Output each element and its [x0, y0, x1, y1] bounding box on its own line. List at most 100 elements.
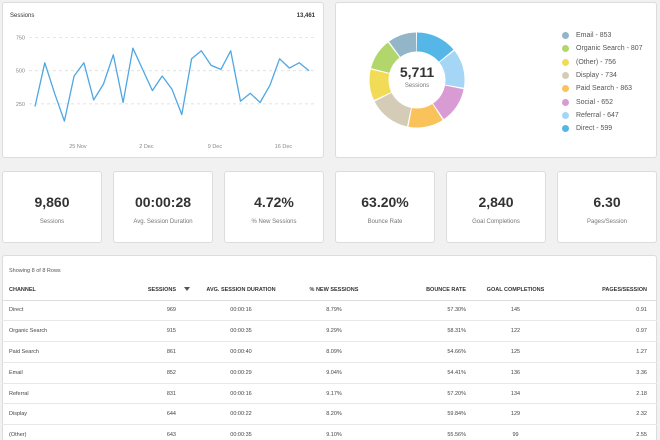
cell-channel: (Other) — [2, 424, 130, 440]
cell-new-sessions: 8.79% — [284, 300, 384, 322]
table-row: Email 852 00:00:29 9.04% 54.41% 136 3.36 — [2, 362, 657, 384]
cell-spacer — [176, 320, 198, 343]
kpi-value: 6.30 — [593, 194, 621, 210]
table-row: Paid Search 861 00:00:40 8.09% 54.66% 12… — [2, 341, 657, 363]
cell-bounce-rate: 57.20% — [384, 383, 466, 405]
kpi-goal-completions: 2,840 Goal Completions — [446, 171, 546, 243]
cell-bounce-rate: 54.66% — [384, 341, 466, 363]
legend-item: Referral - 647 — [562, 109, 643, 122]
x-tick-label: 2 Dec — [139, 144, 154, 150]
kpi-new-sessions: 4.72% % New Sessions — [224, 171, 324, 243]
sort-desc-icon[interactable] — [176, 280, 198, 301]
cell-channel: Direct — [2, 300, 130, 322]
legend-dot — [562, 111, 569, 119]
cell-avg-session-duration: 00:00:16 — [198, 383, 284, 405]
cell-goal-completions: 134 — [466, 383, 565, 405]
y-tick-label: 750 — [16, 36, 25, 42]
cell-new-sessions: 8.20% — [284, 403, 384, 426]
kpi-value: 00:00:28 — [134, 194, 192, 210]
donut-slice — [369, 32, 465, 128]
legend-item: Direct - 599 — [562, 122, 643, 135]
x-tick-label: 25 Nov — [69, 144, 87, 150]
cell-sessions: 643 — [130, 424, 176, 440]
cell-spacer — [176, 300, 198, 322]
legend-dot — [562, 32, 569, 40]
cell-channel: Display — [2, 403, 130, 426]
kpi-value: 9,860 — [34, 194, 70, 210]
cell-bounce-rate: 55.56% — [384, 424, 466, 440]
legend-label: Direct - 599 — [576, 125, 613, 133]
sessions-line-chart-card: 250 500 750 25 Nov 2 Dec 9 Dec 16 Dec Sessions… — [2, 2, 324, 158]
cell-avg-session-duration: 00:00:35 — [198, 424, 284, 440]
cell-sessions: 644 — [130, 403, 176, 426]
cell-avg-session-duration: 00:00:22 — [198, 403, 284, 426]
cell-goal-completions: 99 — [466, 424, 565, 440]
cell-avg-session-duration: 00:00:16 — [198, 300, 284, 322]
legend-label: Social - 652 — [576, 98, 613, 106]
cell-new-sessions: 9.04% — [284, 362, 384, 384]
kpi-avg-session-duration: 00:00:28 Avg. Session Duration — [113, 171, 213, 243]
donut-slice — [369, 32, 465, 128]
line-chart-total: 13,461 — [296, 13, 315, 19]
legend-label: Paid Search - 863 — [576, 85, 633, 93]
column-header-goal-completions[interactable]: GOAL COMPLETIONS — [466, 280, 565, 301]
column-header-avg-session-duration[interactable]: AVG. SESSION DURATION — [198, 280, 284, 301]
kpi-value: 63.20% — [361, 194, 409, 210]
cell-goal-completions: 129 — [466, 403, 565, 426]
cell-new-sessions: 9.10% — [284, 424, 384, 440]
cell-channel: Organic Search — [2, 320, 130, 343]
legend-dot — [562, 72, 569, 80]
legend-label: Email - 853 — [576, 32, 612, 40]
legend-item: (Other) - 756 — [562, 56, 643, 69]
kpi-label: Goal Completions — [472, 219, 520, 225]
channel-donut-card: 5,711 Sessions Email - 853 Organic Searc… — [335, 2, 657, 158]
legend-item: Social - 652 — [562, 95, 643, 108]
kpi-label: Pages/Session — [586, 219, 628, 225]
table-header-row: CHANNEL SESSIONS AVG. SESSION DURATION %… — [2, 280, 657, 301]
cell-new-sessions: 9.17% — [284, 383, 384, 405]
kpi-label: Avg. Session Duration — [133, 219, 193, 225]
cell-sessions: 915 — [130, 320, 176, 343]
cell-channel: Email — [2, 362, 130, 384]
cell-sessions: 969 — [130, 300, 176, 322]
cell-spacer — [176, 403, 198, 426]
cell-bounce-rate: 54.41% — [384, 362, 466, 384]
table-row: Direct 969 00:00:16 8.79% 57.30% 145 0.9… — [2, 300, 657, 322]
kpi-value: 2,840 — [478, 194, 514, 210]
rows-count-label: Showing 8 of 8 Rows — [9, 268, 61, 274]
cell-channel: Paid Search — [2, 341, 130, 363]
legend-label: Display - 734 — [576, 72, 617, 80]
cell-pages-per-session: 3.36 — [565, 362, 657, 384]
table-row: Organic Search 915 00:00:35 9.29% 58.31%… — [2, 320, 657, 343]
x-tick-label: 9 Dec — [208, 144, 223, 150]
line-chart-title: Sessions — [10, 13, 35, 19]
kpi-sessions: 9,860 Sessions — [2, 171, 102, 243]
cell-goal-completions: 122 — [466, 320, 565, 343]
sessions-line-chart: 250 500 750 25 Nov 2 Dec 9 Dec 16 Dec — [16, 36, 315, 150]
cell-pages-per-session: 2.32 — [565, 403, 657, 426]
donut-legend: Email - 853 Organic Search - 807 (Other)… — [562, 29, 643, 135]
cell-pages-per-session: 2.55 — [565, 424, 657, 440]
donut-center: 5,711 Sessions — [372, 64, 462, 89]
cell-pages-per-session: 0.91 — [565, 300, 657, 322]
column-header-pages-per-session[interactable]: PAGES/SESSION — [565, 280, 657, 301]
cell-goal-completions: 125 — [466, 341, 565, 363]
column-header-channel[interactable]: CHANNEL — [2, 280, 130, 301]
table-row: Referral 831 00:00:16 9.17% 57.20% 134 2… — [2, 383, 657, 405]
channel-table: CHANNEL SESSIONS AVG. SESSION DURATION %… — [2, 280, 657, 440]
column-header-sessions[interactable]: SESSIONS — [130, 280, 176, 301]
cell-bounce-rate: 58.31% — [384, 320, 466, 343]
donut-slice — [369, 32, 465, 128]
cell-channel: Referral — [2, 383, 130, 405]
column-header-new-sessions[interactable]: % NEW SESSIONS — [284, 280, 384, 301]
legend-item: Paid Search - 863 — [562, 82, 643, 95]
cell-spacer — [176, 362, 198, 384]
series-line — [34, 47, 310, 122]
cell-pages-per-session: 0.97 — [565, 320, 657, 343]
legend-item: Display - 734 — [562, 69, 643, 82]
x-tick-label: 16 Dec — [275, 144, 293, 150]
legend-dot — [562, 85, 569, 93]
column-header-bounce-rate[interactable]: BOUNCE RATE — [384, 280, 466, 301]
cell-goal-completions: 136 — [466, 362, 565, 384]
cell-avg-session-duration: 00:00:40 — [198, 341, 284, 363]
